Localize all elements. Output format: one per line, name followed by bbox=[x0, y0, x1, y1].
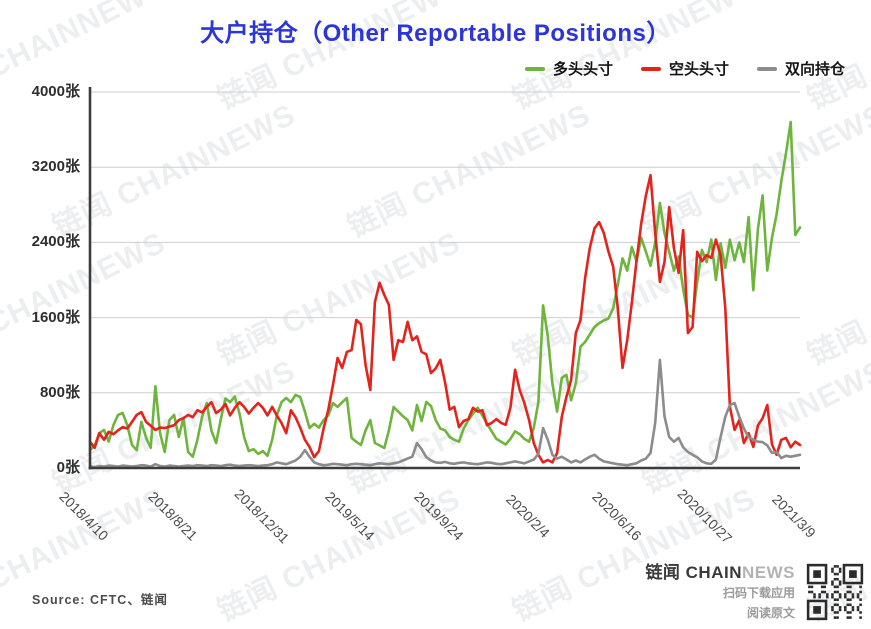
legend-label-short: 空头头寸 bbox=[668, 61, 729, 78]
legend-item-long: 多头头寸 bbox=[524, 58, 613, 79]
qr-caption-line2: 阅读原文 bbox=[746, 606, 795, 620]
short-series-marker-icon bbox=[640, 66, 661, 71]
brand-block: 链闻 CHAINNEWS 扫码下载应用 阅读原文 bbox=[645, 558, 795, 623]
qr-code bbox=[806, 563, 864, 621]
chart-title: 大户持仓（Other Reportable Positions） bbox=[200, 20, 671, 47]
logo-secondary-text: NEWS bbox=[742, 563, 795, 582]
long-series-marker-icon bbox=[524, 66, 545, 71]
legend-label-dual: 双向持仓 bbox=[784, 61, 845, 78]
legend-item-short: 空头头寸 bbox=[640, 58, 729, 79]
chart-plot bbox=[88, 87, 802, 470]
long-series-line bbox=[88, 120, 802, 459]
y-tick-label: 0张 bbox=[56, 459, 80, 476]
chainnews-logo: 链闻 CHAINNEWS bbox=[645, 558, 795, 583]
short-series-line bbox=[88, 173, 802, 464]
y-tick-label: 2400张 bbox=[31, 233, 80, 251]
y-tick-label: 1600张 bbox=[31, 308, 80, 326]
y-tick-label: 800张 bbox=[39, 383, 80, 401]
y-tick-label: 3200张 bbox=[31, 158, 80, 176]
legend-label-long: 多头头寸 bbox=[552, 61, 613, 78]
legend: 多头头寸 空头头寸 双向持仓 bbox=[524, 58, 845, 79]
logo-primary-text: 链闻 CHAIN bbox=[645, 563, 742, 582]
source-note: Source: CFTC、链闻 bbox=[32, 593, 168, 607]
legend-item-dual: 双向持仓 bbox=[756, 58, 845, 79]
dual-series-line bbox=[88, 358, 802, 469]
qr-caption-line1: 扫码下载应用 bbox=[722, 586, 795, 600]
y-tick-label: 4000张 bbox=[31, 83, 80, 100]
dual-series-marker-icon bbox=[756, 66, 777, 71]
